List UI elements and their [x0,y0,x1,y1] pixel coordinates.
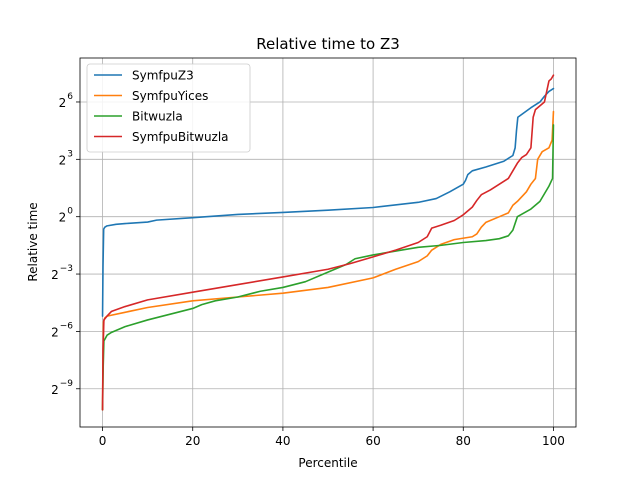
y-tick-base: 2 [51,268,59,282]
y-axis-label: Relative time [26,202,40,281]
y-tick-exponent: −9 [60,379,74,389]
y-tick-exponent: 3 [67,149,73,159]
y-tick-label: 62 [59,92,74,110]
legend-entry-label: SymfpuYices [132,89,208,103]
x-tick-label: 20 [185,434,200,448]
series-line-symfpubitwuzla [101,74,555,411]
legend-entry-label: Bitwuzla [132,110,183,124]
legend-box [86,63,251,153]
y-tick-label: 02 [59,207,74,225]
y-tick-exponent: −3 [60,264,73,274]
x-tick-label: 0 [99,434,107,448]
plot-frame [79,57,577,428]
legend: SymfpuZ3 SymfpuYices Bitwuzla SymfpuBitwuzl… [86,63,251,153]
y-tick-exponent: −6 [60,321,74,331]
y-tick-label: 32 [59,149,73,167]
y-tick-label: −32 [51,264,73,282]
series-line-symfpuz3 [101,87,555,317]
x-tick-label: 80 [456,434,471,448]
chart-title: Relative time to Z3 [256,35,400,53]
y-tick-base: 2 [59,96,67,110]
legend-entry-label: SymfpuZ3 [132,69,194,83]
y-tick-exponent: 0 [67,207,73,217]
x-tick-label: 100 [542,434,565,448]
y-tick-base: 2 [51,383,59,397]
y-tick-base: 2 [51,325,59,339]
x-axis-label: Percentile [298,456,357,470]
y-tick-label: −92 [51,379,73,397]
series-line-bitwuzla [101,124,555,411]
legend-entry-label: SymfpuBitwuzla [132,130,229,144]
y-tick-label: −62 [51,321,73,339]
x-tick-label: 40 [275,434,290,448]
series-line-symfpuyices [101,110,555,411]
x-tick-label: 60 [365,434,380,448]
y-tick-base: 2 [59,153,67,167]
y-tick-base: 2 [59,211,67,225]
grid [80,58,576,427]
y-tick-exponent: 6 [67,92,73,102]
plot-lines [101,74,555,411]
